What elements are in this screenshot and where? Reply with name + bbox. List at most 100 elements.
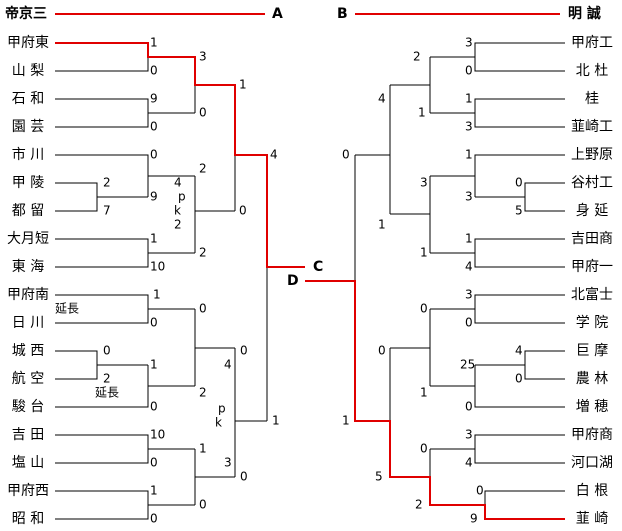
score: 10: [150, 428, 165, 442]
score: 1: [342, 414, 350, 428]
score: 0: [515, 372, 523, 386]
score: 1: [150, 36, 158, 50]
team-name: 山 梨: [12, 63, 44, 79]
score: 0: [240, 470, 248, 484]
bracket-line: [430, 350, 565, 408]
team-name: 学 院: [576, 315, 608, 331]
bracket-line: [430, 294, 565, 324]
team-name: 白 根: [576, 483, 608, 499]
score: 1: [418, 106, 426, 120]
score: 1: [420, 386, 428, 400]
left-champion: 帝京三: [5, 5, 47, 22]
team-name: 桂: [585, 91, 599, 107]
score: 0: [420, 302, 428, 316]
bracket-line: [430, 42, 565, 72]
score: 3: [465, 288, 473, 302]
team-name: 甲 陵: [12, 175, 44, 191]
bracket-line: [430, 98, 565, 128]
score: 0: [465, 64, 473, 78]
winner-line: [55, 42, 305, 268]
team-name: 上野原: [571, 147, 613, 163]
score: 2: [413, 50, 421, 64]
team-name: 韮 崎: [576, 511, 608, 527]
score: 3: [465, 36, 473, 50]
team-name: 巨 摩: [576, 342, 608, 359]
score: 0: [476, 484, 484, 498]
score: 2: [199, 386, 207, 400]
score: 4: [270, 148, 278, 162]
score: 0: [150, 120, 158, 134]
score: 0: [150, 512, 158, 526]
score: 0: [420, 442, 428, 456]
score: 4: [465, 260, 473, 274]
score: 0: [150, 456, 158, 470]
team-name: 北富士: [571, 286, 613, 303]
team-name: 吉 田: [12, 427, 44, 443]
score: 0: [240, 344, 248, 358]
team-name: 河口湖: [571, 455, 613, 471]
score: 1: [199, 442, 207, 456]
score: 25: [460, 358, 475, 372]
team-name: 日 川: [12, 315, 44, 331]
team-name: 市 川: [12, 146, 44, 163]
note: 延長: [55, 302, 79, 316]
team-name: 甲府商: [571, 427, 613, 443]
score: 0: [150, 64, 158, 78]
score: 0: [342, 148, 350, 162]
bracket-line: [355, 85, 391, 214]
score: 1: [150, 484, 158, 498]
bracket-line: [390, 309, 431, 386]
winner-line: [305, 280, 565, 520]
team-name: 北 杜: [576, 63, 608, 79]
team-name: 韮崎工: [571, 119, 613, 135]
score: 2: [103, 372, 111, 386]
team-name: 増 穂: [576, 399, 608, 415]
team-name: 甲府東: [7, 35, 49, 51]
score: 5: [375, 470, 383, 484]
score: 0: [465, 400, 473, 414]
bracket-line: [430, 434, 565, 464]
note: 延長: [95, 386, 119, 400]
team-name: 都 留: [12, 203, 44, 219]
team-name: 駿 台: [12, 399, 44, 415]
team-name: 農 林: [576, 371, 608, 387]
team-name: 甲府一: [571, 259, 613, 275]
team-name: 塩 山: [12, 455, 44, 471]
score: 1: [420, 246, 428, 260]
bracket-line: [55, 490, 195, 520]
bracket-line: [430, 154, 565, 212]
team-name: 園 芸: [12, 119, 44, 135]
note: 4: [174, 176, 182, 190]
score: 1: [150, 232, 158, 246]
score: 0: [150, 316, 158, 330]
score: 2: [199, 246, 207, 260]
note: 3: [224, 456, 232, 470]
score: 1: [153, 288, 161, 302]
note: p: [178, 190, 186, 204]
note: k: [174, 204, 181, 218]
note: k: [215, 416, 222, 430]
score: 1: [465, 232, 473, 246]
team-name: 城 西: [12, 343, 44, 359]
score: 0: [199, 106, 207, 120]
team-name: 昭 和: [12, 511, 44, 527]
bracket-line: [55, 154, 195, 212]
score: 1: [465, 92, 473, 106]
bracket-line: [55, 238, 195, 268]
score: 1: [239, 78, 247, 92]
score: 3: [465, 190, 473, 204]
score: 3: [465, 120, 473, 134]
score: 1: [272, 414, 280, 428]
note: 2: [174, 218, 182, 232]
score: 9: [470, 512, 478, 526]
score: 9: [150, 190, 158, 204]
team-name: 航 空: [12, 371, 44, 387]
team-name: 身 延: [576, 203, 608, 219]
score: 4: [378, 92, 386, 106]
bracket-line: [355, 348, 391, 477]
score: 0: [378, 344, 386, 358]
score: 10: [150, 260, 165, 274]
team-name: 甲府南: [7, 287, 49, 303]
mark-a: A: [272, 6, 283, 22]
